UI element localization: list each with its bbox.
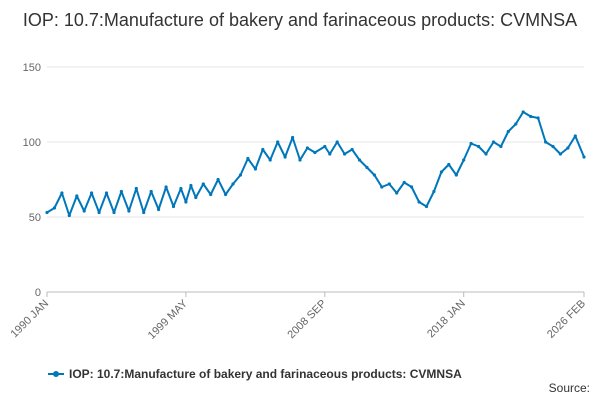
data-point[interactable] [328,152,332,156]
data-point[interactable] [410,185,414,189]
data-point[interactable] [142,210,146,215]
data-point[interactable] [469,141,473,146]
data-point[interactable] [432,189,436,194]
data-point[interactable] [387,182,391,186]
data-point[interactable] [157,207,161,212]
data-point[interactable] [454,173,458,177]
legend-line-swatch [48,371,64,377]
data-point[interactable] [506,129,510,134]
data-point[interactable] [402,180,406,185]
data-point[interactable] [283,155,287,159]
data-point[interactable] [305,146,309,150]
data-point[interactable] [477,144,481,149]
data-point[interactable] [417,200,421,204]
data-point[interactable] [582,155,586,159]
data-point[interactable] [343,152,347,156]
y-tick-label: 0 [35,287,41,299]
data-point[interactable] [573,134,577,138]
data-point[interactable] [179,186,183,191]
data-point[interactable] [447,162,451,167]
series-line[interactable] [46,111,585,217]
data-point[interactable] [224,192,228,197]
data-point[interactable] [60,191,64,195]
data-point[interactable] [439,170,443,174]
data-point[interactable] [291,135,295,140]
data-point[interactable] [491,140,496,144]
series-layer [45,110,586,218]
data-point[interactable] [268,158,272,162]
data-point[interactable] [97,210,101,215]
legend[interactable]: IOP: 10.7:Manufacture of bakery and fari… [48,367,462,381]
data-point[interactable] [365,165,369,170]
data-point[interactable] [104,191,109,195]
y-tick-label: 50 [29,212,41,224]
data-point[interactable] [551,144,555,149]
data-point[interactable] [276,140,280,144]
data-point[interactable] [75,194,79,198]
data-point[interactable] [246,156,250,161]
data-point[interactable] [529,114,533,119]
data-point[interactable] [323,144,327,149]
data-point[interactable] [112,210,116,215]
data-point[interactable] [380,185,384,189]
data-point[interactable] [566,146,570,150]
data-point[interactable] [216,177,220,182]
data-point[interactable] [395,191,399,195]
data-point[interactable] [82,209,86,213]
data-point[interactable] [558,152,563,156]
data-point[interactable] [357,158,362,162]
x-tick-label: 2008 SEP [285,298,329,342]
data-point[interactable] [484,152,488,156]
data-point[interactable] [209,192,213,197]
x-tick-label: 1990 JAN [8,298,51,341]
data-point[interactable] [45,210,49,215]
x-tick-label: 2018 JAN [425,298,468,341]
data-point[interactable] [52,206,57,210]
legend-label: IOP: 10.7:Manufacture of bakery and fari… [69,367,462,381]
data-point[interactable] [253,167,257,171]
data-point[interactable] [424,204,429,209]
y-tick-label: 150 [23,62,41,74]
data-point[interactable] [499,144,503,149]
data-point[interactable] [231,182,235,186]
x-tick-label: 2026 FEB [545,298,588,341]
data-point[interactable] [521,110,525,114]
data-point[interactable] [194,195,198,200]
data-point[interactable] [127,209,131,213]
data-point[interactable] [134,186,138,191]
data-point[interactable] [238,173,243,177]
y-tick-label: 100 [23,137,41,149]
data-point[interactable] [536,116,540,120]
data-point[interactable] [171,204,176,209]
data-point[interactable] [201,182,205,186]
data-point[interactable] [184,200,188,204]
data-point[interactable] [313,150,317,155]
data-point[interactable] [372,173,376,177]
data-point[interactable] [119,189,123,194]
data-point[interactable] [149,189,153,194]
chart-title: IOP: 10.7:Manufacture of bakery and fari… [22,10,578,30]
data-point[interactable] [67,213,71,218]
source-label: Source: [548,381,590,395]
y-axis: 0 50 100 150 [23,62,41,299]
x-tick-label: 1999 MAY [146,297,191,342]
data-point[interactable] [261,147,265,152]
data-point[interactable] [164,185,168,189]
data-point[interactable] [90,191,94,195]
data-point[interactable] [335,140,339,144]
grid [47,66,584,293]
data-point[interactable] [462,158,466,162]
data-point[interactable] [189,183,193,188]
data-point[interactable] [298,158,302,162]
data-point[interactable] [544,140,548,144]
data-point[interactable] [350,147,354,152]
data-point[interactable] [514,122,518,126]
x-axis: 1990 JAN 1999 MAY 2008 SEP 2018 JAN 2026 FEB [8,292,588,342]
